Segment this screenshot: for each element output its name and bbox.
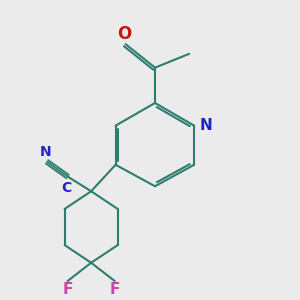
Text: N: N bbox=[40, 145, 51, 159]
Text: O: O bbox=[117, 25, 131, 43]
Text: F: F bbox=[62, 283, 73, 298]
Text: C: C bbox=[61, 181, 71, 195]
Text: N: N bbox=[200, 118, 212, 133]
Text: F: F bbox=[110, 283, 120, 298]
